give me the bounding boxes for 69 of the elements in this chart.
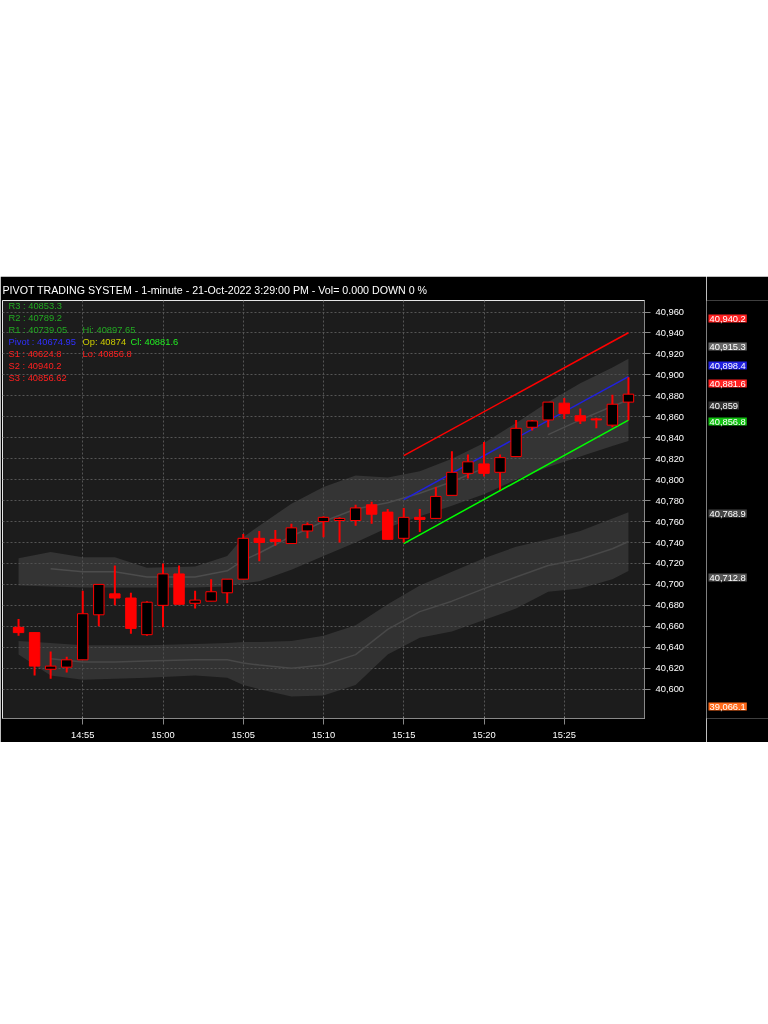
y-tick-label: 40,820 xyxy=(655,453,685,464)
candlestick xyxy=(398,506,410,544)
annotation: S1 : 40624.8 xyxy=(8,348,62,359)
y-tick-label: 40,960 xyxy=(655,307,685,318)
y-tick-label: 40,620 xyxy=(655,663,685,674)
y-tick-label: 40,780 xyxy=(655,495,685,506)
y-tick-label: 40,740 xyxy=(655,537,685,548)
text: 40,915.3 xyxy=(709,341,746,352)
y-tick-label: 40,900 xyxy=(655,369,685,380)
candlestick xyxy=(606,393,619,429)
x-tick-label: 15:20 xyxy=(472,729,496,740)
text: 40,856.8 xyxy=(709,416,746,427)
y-tick-label: 40,660 xyxy=(655,621,685,632)
candlestick xyxy=(365,500,378,525)
candlestick xyxy=(285,522,298,545)
annotation: Hi: 40897.65 xyxy=(82,324,136,335)
candlestick xyxy=(462,453,474,480)
x-tick-label: 15:10 xyxy=(311,729,336,740)
candlestick xyxy=(622,376,635,422)
y-tick-label: 40,680 xyxy=(655,600,685,611)
candlestick xyxy=(558,396,570,420)
annotation: Cl: 40881.6 xyxy=(130,336,179,347)
x-tick-label: 15:05 xyxy=(231,729,255,740)
annotation: Lo: 40856.8 xyxy=(82,348,132,359)
chart-title: PIVOT TRADING SYSTEM - 1-minute - 21-Oct-2022 3:29:00 PM - Vol= 0.000 DOWN 0 % xyxy=(2,283,428,296)
candlestick xyxy=(205,578,217,603)
text: 40,859 xyxy=(709,400,739,411)
candlestick xyxy=(253,529,266,563)
annotation: S3 : 40856.62 xyxy=(8,372,67,383)
text: 39,066.1 xyxy=(709,701,746,712)
y-tick-label: 40,920 xyxy=(655,348,685,359)
candlestick xyxy=(221,578,233,605)
annotation: Op: 40874 xyxy=(82,336,127,347)
annotation: Pivot : 40674.95 xyxy=(8,336,76,347)
text: 40,712.8 xyxy=(709,572,746,583)
candlestick xyxy=(333,516,346,544)
annotation: S2 : 40940.2 xyxy=(8,360,62,371)
x-tick-label: 14:55 xyxy=(71,729,95,740)
x-tick-label: 15:15 xyxy=(392,729,416,740)
candlestick xyxy=(446,450,458,497)
text: 40,768.9 xyxy=(709,508,746,519)
candlestick xyxy=(317,515,330,539)
y-tick-label: 40,880 xyxy=(655,390,685,401)
annotation: R3 : 40853.3 xyxy=(8,300,62,311)
candlestick xyxy=(44,650,57,680)
y-tick-label: 40,940 xyxy=(655,327,685,338)
y-tick-label: 40,760 xyxy=(655,516,685,527)
annotation: R2 : 40789.2 xyxy=(8,312,62,323)
y-tick-label: 40,600 xyxy=(655,684,685,695)
y-tick-label: 40,800 xyxy=(655,474,685,485)
text: 40,898.4 xyxy=(709,360,746,371)
candlestick xyxy=(494,453,506,492)
x-tick-label: 15:00 xyxy=(151,729,175,740)
text: 40,940.2 xyxy=(709,313,746,324)
y-tick-label: 40,840 xyxy=(655,432,685,443)
line-series xyxy=(49,540,630,669)
candlestick xyxy=(109,564,121,607)
y-tick-label: 40,700 xyxy=(655,579,685,590)
candlestick xyxy=(414,507,426,534)
candlestick xyxy=(478,440,490,478)
x-tick-label: 15:25 xyxy=(552,729,576,740)
candlestick xyxy=(349,503,362,527)
candlestick xyxy=(542,401,554,429)
text: 40,881.6 xyxy=(709,378,746,389)
annotation: R1 : 40739.05 xyxy=(8,324,68,335)
y-tick-label: 40,720 xyxy=(655,558,685,569)
candlestick xyxy=(430,485,442,520)
y-tick-label: 40,860 xyxy=(655,411,685,422)
y-tick-label: 40,640 xyxy=(655,642,685,653)
